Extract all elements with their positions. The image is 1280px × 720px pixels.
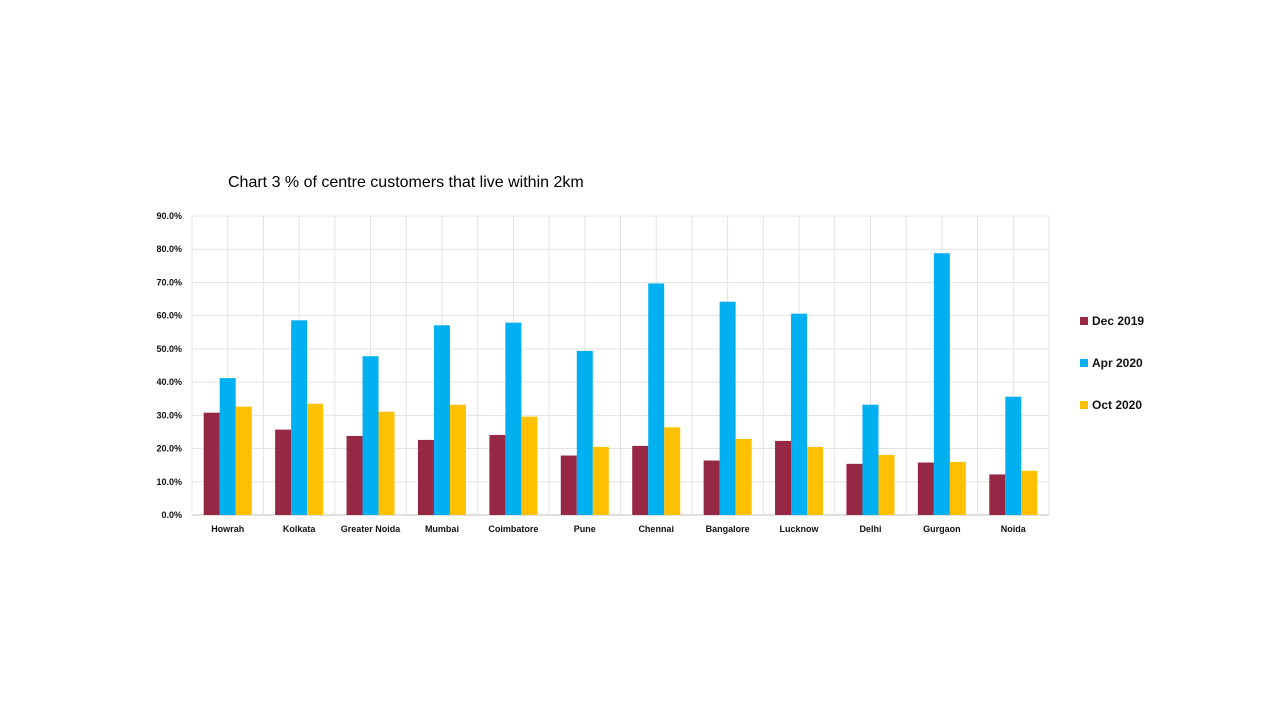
x-tick-label: Mumbai (425, 524, 459, 534)
bar-apr-2020-greater-noida (362, 356, 379, 515)
x-tick-label: Howrah (211, 524, 244, 534)
bar-oct-2020-mumbai (449, 404, 466, 515)
bar-oct-2020-bangalore (735, 438, 752, 515)
bar-oct-2020-coimbatore (521, 416, 538, 515)
bar-dec-2019-chennai (632, 445, 649, 515)
bar-dec-2019-delhi (846, 463, 863, 515)
bar-apr-2020-bangalore (719, 301, 736, 515)
bar-dec-2019-lucknow (775, 440, 792, 515)
legend-label-0: Dec 2019 (1092, 314, 1145, 328)
bars (203, 253, 1038, 515)
y-tick-label: 60.0% (156, 311, 182, 321)
x-tick-label: Bangalore (706, 524, 750, 534)
bar-apr-2020-chennai (648, 283, 665, 515)
legend-item-1: Apr 2020 (1080, 342, 1144, 384)
bar-apr-2020-gurgaon (933, 253, 950, 515)
y-tick-label: 10.0% (156, 477, 182, 487)
bar-dec-2019-kolkata (275, 429, 292, 515)
bar-oct-2020-howrah (235, 406, 252, 515)
bar-dec-2019-noida (989, 474, 1006, 515)
bar-dec-2019-pune (560, 455, 577, 515)
legend-swatch-1 (1080, 359, 1088, 367)
x-tick-label: Delhi (859, 524, 881, 534)
x-tick-label: Chennai (638, 524, 674, 534)
bar-dec-2019-mumbai (417, 439, 434, 515)
legend-label-2: Oct 2020 (1092, 398, 1143, 412)
legend-label-1: Apr 2020 (1092, 356, 1143, 370)
x-tick-label: Gurgaon (923, 524, 961, 534)
legend: Dec 2019 Apr 2020 Oct 2020 (1080, 300, 1144, 426)
y-tick-label: 70.0% (156, 277, 182, 287)
bar-apr-2020-lucknow (791, 313, 808, 515)
chart-title: Chart 3 % of centre customers that live … (228, 174, 584, 191)
bar-oct-2020-pune (592, 446, 609, 515)
bar-apr-2020-mumbai (433, 325, 450, 515)
x-tick-label: Greater Noida (341, 524, 402, 534)
bar-apr-2020-coimbatore (505, 322, 522, 515)
y-tick-label: 0.0% (161, 510, 182, 520)
bar-oct-2020-kolkata (307, 403, 324, 515)
bar-oct-2020-delhi (878, 454, 895, 515)
bar-apr-2020-howrah (219, 378, 236, 515)
bar-oct-2020-chennai (664, 427, 681, 515)
y-tick-label: 20.0% (156, 444, 182, 454)
bar-dec-2019-gurgaon (917, 462, 934, 515)
y-axis-ticks: 0.0% 10.0% 20.0% 30.0% 40.0% 50.0% 60.0% 70.0% 8… (156, 211, 182, 520)
bar-dec-2019-coimbatore (489, 434, 506, 515)
y-tick-label: 30.0% (156, 410, 182, 420)
bar-oct-2020-noida (1021, 470, 1038, 515)
bar-apr-2020-pune (576, 350, 593, 515)
y-tick-label: 40.0% (156, 377, 182, 387)
y-tick-label: 80.0% (156, 244, 182, 254)
x-tick-label: Coimbatore (488, 524, 538, 534)
legend-swatch-0 (1080, 317, 1088, 325)
x-tick-label: Noida (1001, 524, 1027, 534)
bar-oct-2020-gurgaon (949, 461, 966, 515)
bar-oct-2020-lucknow (807, 446, 824, 515)
legend-item-2: Oct 2020 (1080, 384, 1144, 426)
x-tick-label: Pune (574, 524, 596, 534)
x-tick-label: Lucknow (780, 524, 820, 534)
bar-dec-2019-greater-noida (346, 435, 363, 515)
y-tick-label: 90.0% (156, 211, 182, 221)
x-tick-label: Kolkata (283, 524, 317, 534)
x-axis-ticks: Howrah Kolkata Greater Noida Mumbai Coimbato… (211, 524, 1027, 534)
bar-apr-2020-kolkata (291, 320, 308, 515)
gridlines (191, 215, 1050, 516)
legend-swatch-2 (1080, 401, 1088, 409)
bar-dec-2019-howrah (203, 412, 220, 515)
bar-apr-2020-delhi (862, 404, 879, 515)
bar-apr-2020-noida (1005, 396, 1022, 515)
legend-item-0: Dec 2019 (1080, 300, 1144, 342)
bar-dec-2019-bangalore (703, 460, 720, 515)
bar-oct-2020-greater-noida (378, 411, 395, 515)
y-tick-label: 50.0% (156, 344, 182, 354)
